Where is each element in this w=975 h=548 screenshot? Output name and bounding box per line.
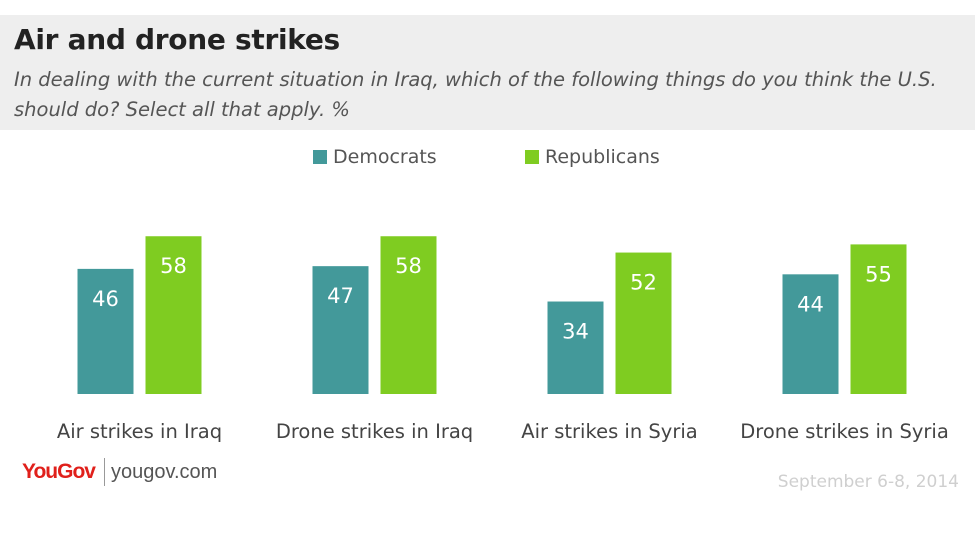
category-label-2: Air strikes in Syria — [521, 420, 697, 443]
legend-swatch-republicans — [525, 150, 539, 164]
legend-swatch-democrats — [313, 150, 327, 164]
bar-democrats-3 — [782, 274, 839, 394]
bar-republicans-2 — [615, 252, 672, 394]
legend-label-republicans: Republicans — [545, 146, 660, 168]
bar-democrats-0 — [77, 268, 134, 394]
chart-legend: Democrats Republicans — [0, 146, 975, 172]
category-label-1: Drone strikes in Iraq — [276, 420, 473, 443]
brand-divider — [103, 458, 105, 486]
brand-url: yougov.com — [110, 460, 218, 483]
bar-republicans-3 — [850, 244, 907, 394]
data-label-democrats-3: 44 — [797, 292, 824, 316]
data-label-republicans-2: 52 — [630, 271, 657, 295]
survey-date: September 6-8, 2014 — [777, 472, 959, 492]
legend-item-democrats: Democrats — [313, 146, 437, 168]
bar-democrats-1 — [312, 266, 369, 394]
legend-label-democrats: Democrats — [333, 146, 437, 168]
bar-republicans-1 — [380, 236, 437, 394]
chart-title: Air and drone strikes — [14, 23, 340, 56]
category-label-3: Drone strikes in Syria — [740, 420, 949, 443]
category-label-0: Air strikes in Iraq — [57, 420, 222, 443]
yougov-logo: YouGov — [22, 460, 96, 483]
data-label-republicans-1: 58 — [395, 254, 422, 278]
chart-subtitle: In dealing with the current situation in… — [14, 68, 937, 121]
data-label-democrats-2: 34 — [562, 320, 589, 344]
bar-democrats-2 — [547, 301, 604, 394]
legend-item-republicans: Republicans — [525, 146, 660, 168]
data-label-republicans-3: 55 — [865, 262, 892, 286]
data-label-republicans-0: 58 — [160, 254, 187, 278]
chart-header: Air and drone strikes In dealing with th… — [0, 15, 975, 130]
data-label-democrats-0: 46 — [92, 287, 119, 311]
data-label-democrats-1: 47 — [327, 284, 354, 308]
bar-chart: 46 58 Air strikes in Iraq 47 58 Drone strikes… — [57, 236, 949, 443]
bar-republicans-0 — [145, 236, 202, 394]
brand: YouGov yougov.com — [22, 458, 217, 486]
